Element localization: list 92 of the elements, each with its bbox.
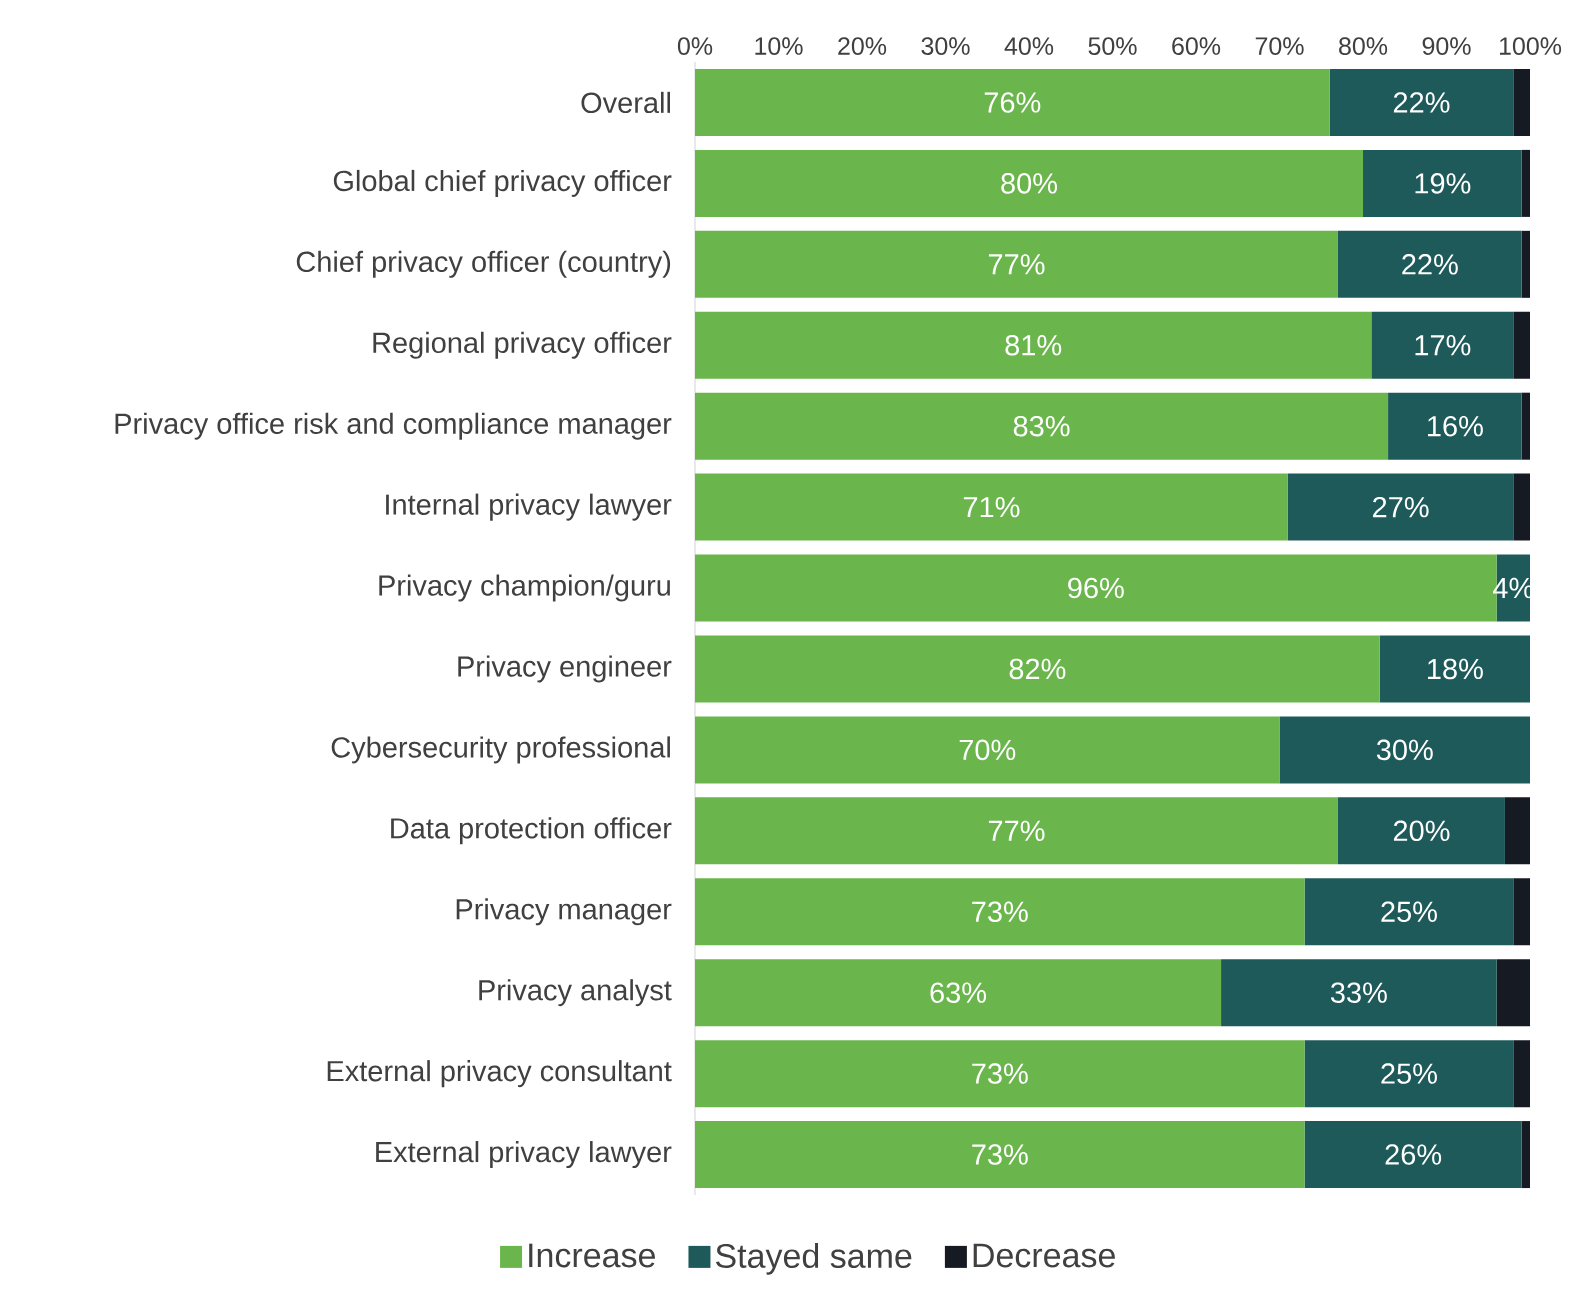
bar xyxy=(1279,716,1531,784)
bar xyxy=(1513,1040,1531,1108)
y-tick-label: Data protection officer xyxy=(391,817,672,845)
data-label: 77% xyxy=(988,820,1045,841)
y-tick-label: Cybersecurity professional xyxy=(331,736,670,764)
x-tick-label: 60% xyxy=(1172,37,1221,55)
data-label: 80% xyxy=(1001,173,1058,194)
bar xyxy=(1521,149,1531,217)
bar xyxy=(1513,68,1531,136)
data-label: 26% xyxy=(1385,1144,1442,1165)
data-label: 19% xyxy=(1415,173,1471,194)
data-label: 22% xyxy=(1393,92,1450,113)
data-label: 33% xyxy=(1330,982,1387,1003)
data-label: 20% xyxy=(1393,820,1450,842)
bar xyxy=(1513,878,1531,946)
bar xyxy=(695,1121,1305,1189)
data-label: 16% xyxy=(1428,415,1483,437)
data-label: 83% xyxy=(1013,415,1070,437)
y-tick-label: Internal privacy lawyer xyxy=(386,493,672,521)
y-tick-label: Regional privacy officer xyxy=(373,331,672,359)
bar xyxy=(1513,311,1531,379)
data-label: 71% xyxy=(963,496,1020,518)
data-label: 73% xyxy=(972,901,1028,923)
x-tick-label: 10% xyxy=(755,37,803,55)
data-label: 63% xyxy=(930,982,987,1003)
bar xyxy=(695,68,1330,136)
data-label: 27% xyxy=(1373,496,1429,518)
bar xyxy=(1337,230,1522,298)
y-tick-label: Privacy champion/guru xyxy=(379,574,670,602)
bar xyxy=(1337,797,1505,865)
bar xyxy=(695,797,1338,865)
x-tick-label: 100% xyxy=(1499,37,1562,55)
data-label: 73% xyxy=(972,1063,1028,1084)
bar xyxy=(1304,878,1514,946)
bar xyxy=(695,149,1364,217)
bar xyxy=(1329,68,1514,136)
bar xyxy=(695,311,1372,379)
y-tick-label: External privacy lawyer xyxy=(376,1141,672,1169)
y-tick-label: Privacy office risk and compliance manager xyxy=(115,412,672,440)
bar xyxy=(1388,392,1522,460)
y-tick-label: Privacy engineer xyxy=(458,655,672,683)
bar xyxy=(1221,959,1497,1027)
x-tick-label: 50% xyxy=(1088,37,1137,55)
data-label: 82% xyxy=(1009,658,1066,680)
bar xyxy=(695,959,1222,1027)
bar xyxy=(695,716,1280,784)
data-label: 17% xyxy=(1415,335,1471,356)
legend-label: Stayed same xyxy=(716,1243,912,1275)
data-label: 30% xyxy=(1376,739,1433,761)
bar xyxy=(1521,392,1531,460)
y-tick-label: Privacy analyst xyxy=(479,979,672,1007)
data-label: 22% xyxy=(1402,254,1458,275)
data-label: 96% xyxy=(1068,577,1124,599)
y-tick-label: Overall xyxy=(581,91,670,114)
x-tick-label: 90% xyxy=(1422,37,1471,55)
x-tick-label: 30% xyxy=(921,37,970,55)
data-label: 76% xyxy=(984,92,1041,113)
data-label: 70% xyxy=(959,739,1016,761)
x-tick-label: 0% xyxy=(677,37,713,55)
bar xyxy=(695,392,1389,460)
x-tick-label: 70% xyxy=(1255,37,1304,55)
x-tick-label: 20% xyxy=(838,37,887,55)
y-tick-label: Chief privacy officer (country) xyxy=(296,250,671,278)
bar xyxy=(695,230,1338,298)
bar xyxy=(1371,311,1514,379)
bar xyxy=(1521,1121,1531,1189)
y-tick-label: Global chief privacy officer xyxy=(333,169,672,197)
bar xyxy=(1504,797,1531,865)
x-tick-label: 80% xyxy=(1339,37,1388,55)
bar xyxy=(695,473,1288,541)
data-label: 73% xyxy=(972,1144,1028,1165)
bar xyxy=(1287,473,1514,541)
data-label: 25% xyxy=(1381,1063,1437,1084)
x-tick-label: 40% xyxy=(1004,37,1054,55)
bar xyxy=(1496,959,1531,1027)
bar xyxy=(1521,230,1531,298)
legend-label: Decrease xyxy=(973,1243,1115,1268)
bar xyxy=(1363,149,1522,217)
bar xyxy=(695,878,1305,946)
data-label: 81% xyxy=(1005,334,1062,356)
data-label: 77% xyxy=(988,254,1045,275)
bar xyxy=(1379,635,1531,703)
bar xyxy=(695,635,1380,703)
y-tick-label: Privacy manager xyxy=(456,898,672,926)
bar xyxy=(1513,473,1531,541)
data-label: 25% xyxy=(1381,901,1437,923)
legend-label: Increase xyxy=(529,1243,655,1268)
bar xyxy=(1304,1040,1514,1108)
bar xyxy=(1304,1121,1522,1189)
data-label: 18% xyxy=(1428,658,1483,680)
y-tick-label: External privacy consultant xyxy=(327,1060,672,1088)
bar xyxy=(695,1040,1305,1108)
